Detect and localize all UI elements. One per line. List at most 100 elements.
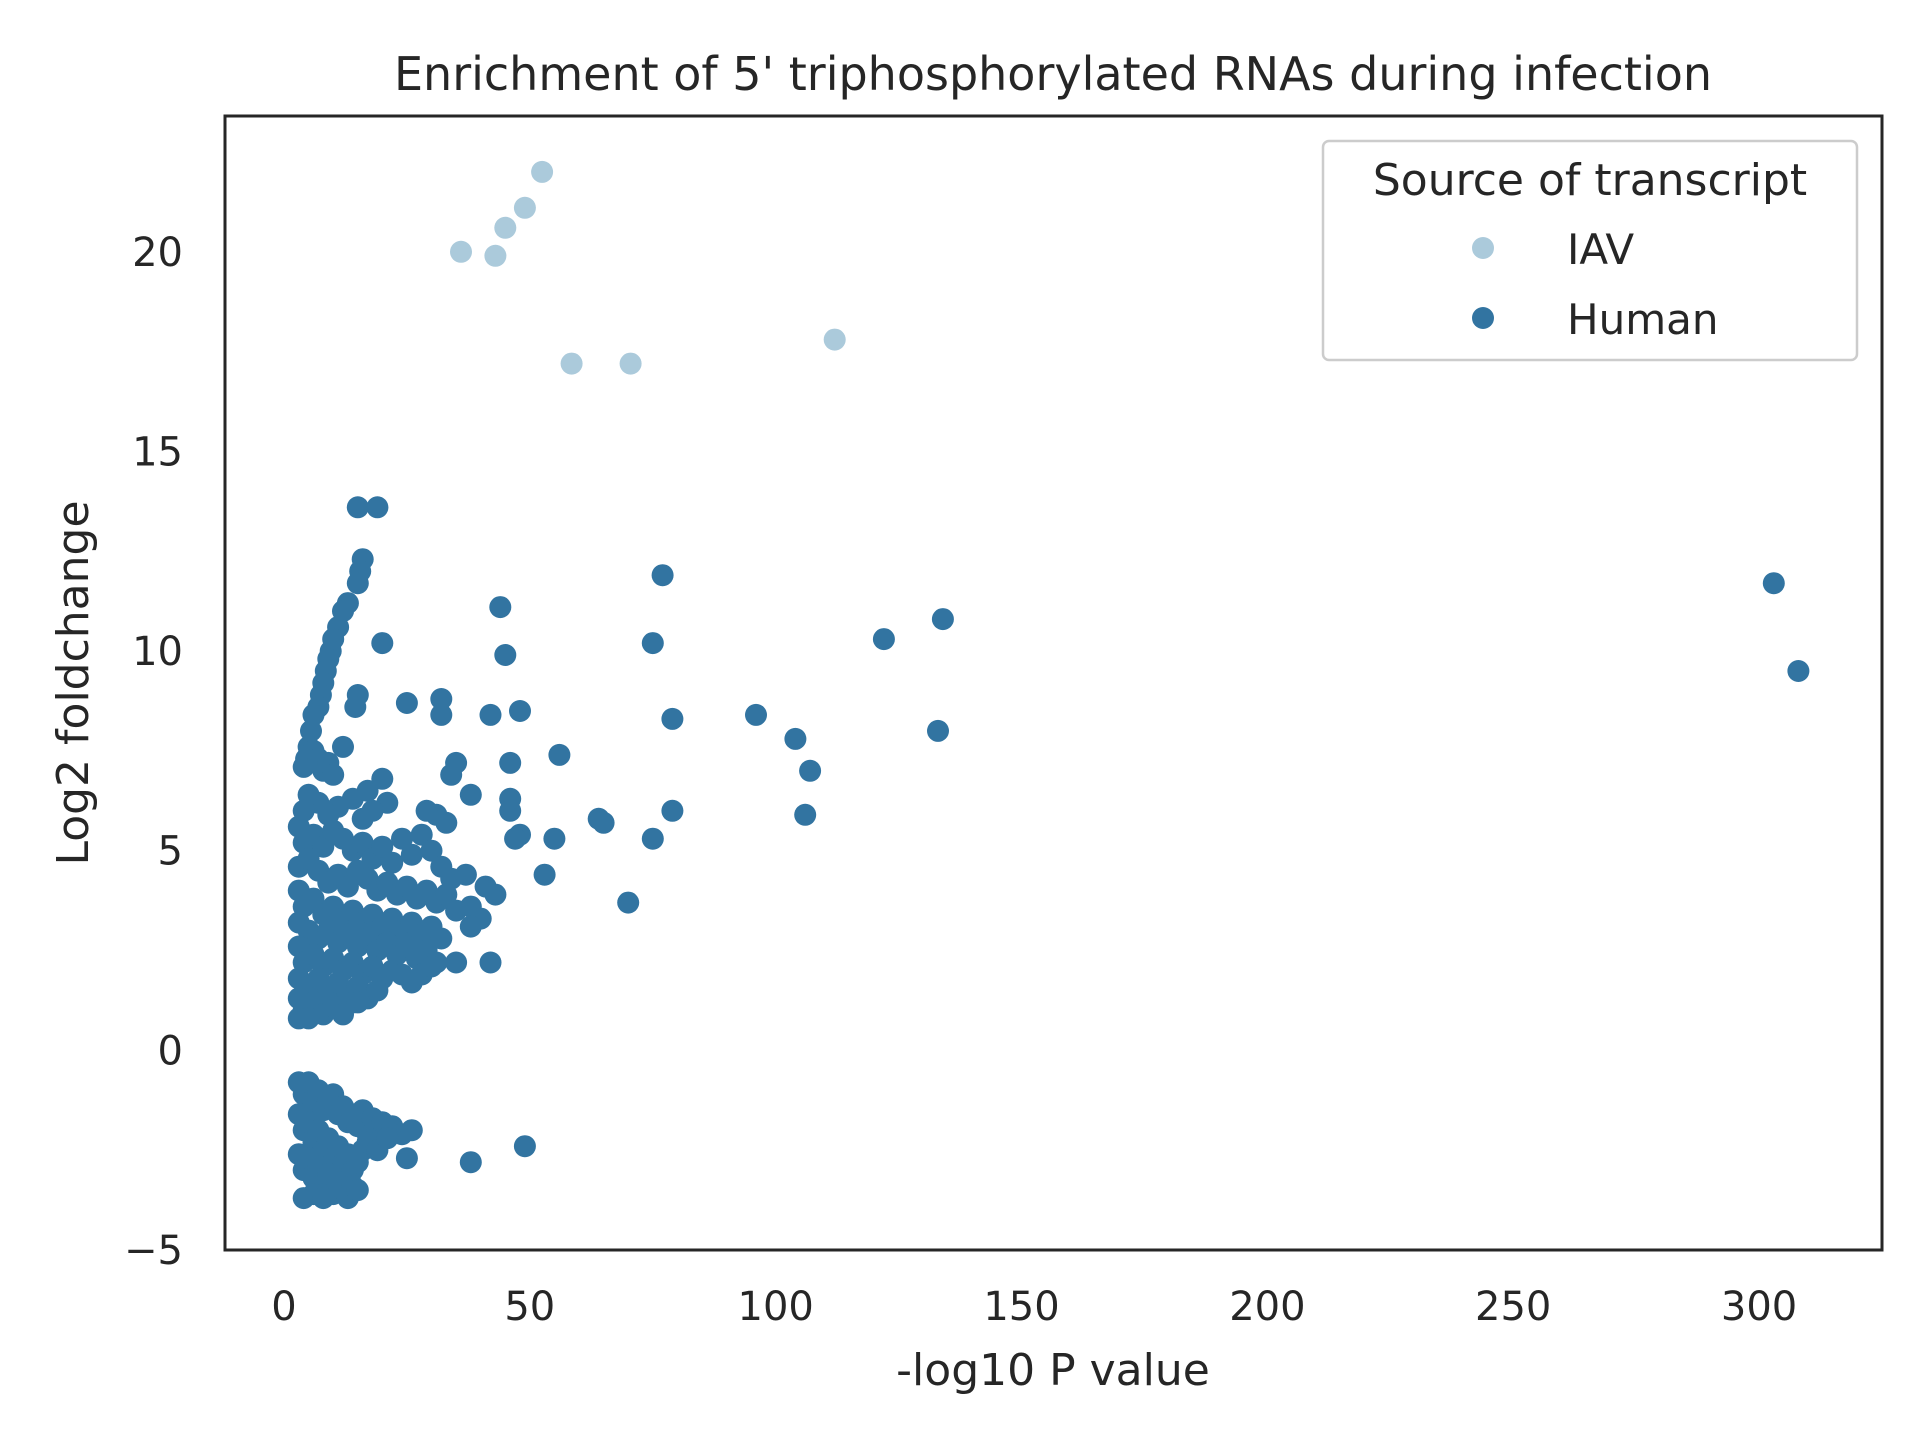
data-point-human [1762, 572, 1785, 595]
data-point-human [415, 799, 438, 822]
data-point-human [346, 496, 369, 519]
data-point-human [479, 951, 502, 974]
data-point-iav [619, 352, 642, 375]
chart-title: Enrichment of 5' triphosphorylated RNAs … [394, 47, 1712, 101]
data-point-human [499, 799, 522, 822]
data-point-iav [450, 240, 472, 263]
data-point-human [410, 823, 433, 846]
data-point-human [371, 632, 394, 655]
series-iav [450, 160, 846, 375]
data-point-human [641, 632, 664, 655]
x-tick-label: 300 [1721, 1284, 1797, 1330]
data-point-human [430, 927, 453, 950]
data-point-human [346, 991, 369, 1014]
data-point-human [420, 839, 443, 862]
data-point-iav [560, 352, 583, 375]
data-point-human [454, 863, 477, 886]
data-point-human [504, 827, 527, 850]
x-tick-label: 150 [983, 1284, 1059, 1330]
legend-label-human: Human [1567, 295, 1718, 344]
data-point-human [548, 743, 571, 766]
data-point-human [459, 915, 482, 938]
legend: Source of transcript IAV Human [1321, 139, 1859, 362]
data-point-human [445, 951, 468, 974]
data-point-human [661, 799, 684, 822]
data-point-human [661, 707, 684, 730]
data-point-human [351, 807, 374, 830]
data-point-human [459, 1151, 482, 1174]
data-point-human [1787, 660, 1810, 682]
data-point-human [366, 496, 389, 519]
data-point-iav [494, 216, 517, 239]
data-point-human [376, 1127, 399, 1150]
data-point-human [336, 875, 359, 898]
points-layer [287, 160, 1810, 1210]
data-point-human [381, 851, 404, 874]
y-axis-label: Log2 foldchange [48, 500, 99, 865]
data-point-human [513, 1135, 536, 1158]
data-point-human [332, 735, 354, 758]
x-tick-label: 50 [504, 1284, 555, 1330]
data-point-human [395, 692, 418, 714]
data-point-iav [484, 244, 507, 267]
x-tick-label: 100 [738, 1284, 814, 1330]
data-point-human [509, 700, 531, 722]
y-tick-label: 10 [132, 629, 183, 675]
data-point-human [312, 1187, 335, 1210]
y-tick-label: −5 [124, 1228, 183, 1274]
data-point-human [430, 688, 453, 710]
data-point-human [794, 803, 817, 826]
data-point-human [435, 883, 458, 906]
data-point-human [371, 767, 394, 790]
series-human [287, 496, 1810, 1210]
legend-title: Source of transcript [1373, 155, 1807, 206]
data-point-human [479, 703, 502, 726]
y-tick-label: 20 [132, 230, 183, 276]
data-point-human [641, 827, 664, 850]
data-point-human [931, 608, 954, 631]
data-point-human [494, 644, 517, 666]
data-point-human [440, 763, 463, 786]
data-point-human [391, 827, 413, 850]
legend-box [1321, 139, 1859, 362]
data-point-human [435, 811, 458, 834]
y-tick-label: 5 [158, 829, 183, 875]
data-point-human [617, 891, 640, 914]
y-axis-ticks: −5 0 5 10 15 20 [124, 230, 183, 1274]
data-point-human [592, 811, 615, 834]
data-point-iav [513, 196, 536, 219]
data-point-human [351, 831, 374, 854]
data-point-human [302, 887, 325, 910]
data-point-human [745, 703, 767, 726]
data-point-human [400, 843, 423, 866]
data-point-human [872, 628, 895, 651]
legend-marker-iav [1472, 237, 1494, 259]
data-point-human [651, 564, 674, 587]
data-point-human [371, 835, 394, 858]
data-point-human [459, 783, 482, 806]
x-axis-label: -log10 P value [896, 1345, 1210, 1396]
data-point-human [322, 763, 345, 786]
legend-marker-human [1472, 307, 1494, 329]
x-tick-label: 250 [1475, 1284, 1551, 1330]
data-point-iav [823, 328, 846, 351]
data-point-human [366, 979, 389, 1002]
x-tick-label: 0 [271, 1284, 296, 1330]
data-point-human [499, 751, 522, 774]
data-point-iav [531, 160, 554, 183]
data-point-human [799, 759, 822, 782]
data-point-human [430, 703, 453, 726]
data-point-human [346, 1179, 369, 1202]
data-point-human [297, 1007, 320, 1030]
legend-label-iav: IAV [1567, 225, 1634, 274]
data-point-human [400, 1119, 423, 1142]
data-point-human [489, 596, 512, 619]
data-point-human [420, 955, 443, 978]
data-point-human [344, 696, 367, 718]
data-point-human [484, 883, 507, 906]
x-tick-label: 200 [1229, 1284, 1305, 1330]
data-point-human [543, 827, 566, 850]
y-tick-label: 15 [132, 429, 183, 475]
data-point-human [533, 863, 556, 886]
